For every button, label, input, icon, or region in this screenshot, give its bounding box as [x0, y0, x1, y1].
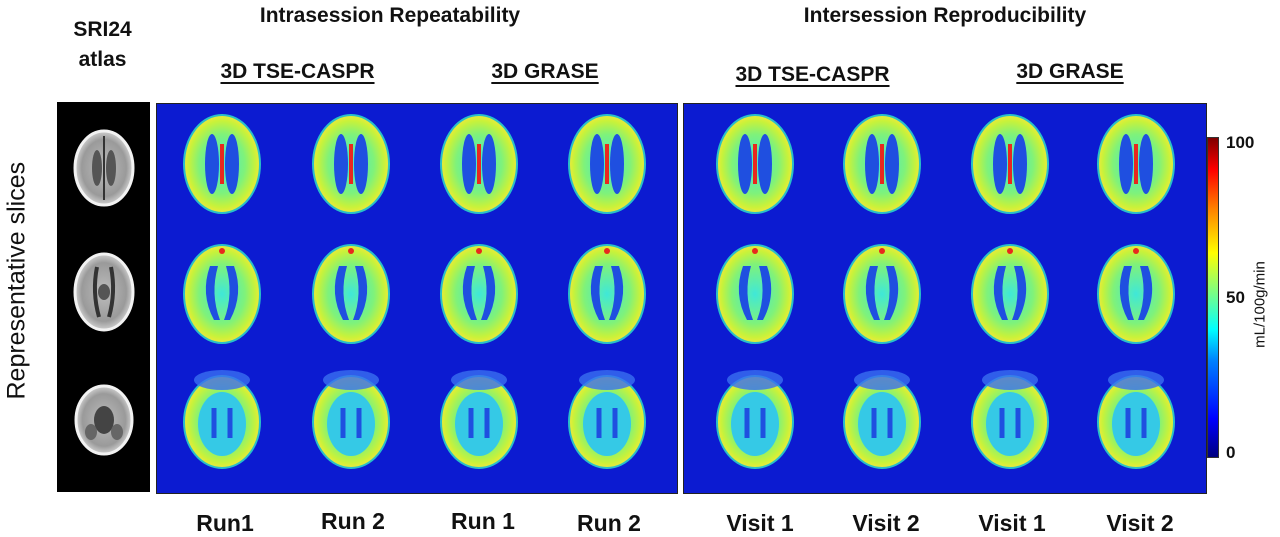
perfusion-panel-intersession	[683, 103, 1207, 494]
atlas-title-line1: SRI24	[73, 18, 132, 41]
perfusion-slice-left-r1-c3	[440, 114, 518, 214]
atlas-slice-2	[73, 252, 135, 332]
perfusion-slice-right-r1-c4	[1097, 114, 1175, 214]
perfusion-slice-right-r2-c2	[843, 244, 921, 344]
colorbar-max-label: 100	[1226, 133, 1255, 152]
perfusion-slice-left-r2-c2	[312, 244, 390, 344]
perfusion-slice-left-r2-c1	[183, 244, 261, 344]
column-label-6: Visit 2	[852, 510, 920, 536]
atlas-title-line2: atlas	[78, 48, 127, 71]
side-label: Representative slices	[2, 161, 31, 400]
column-label-5: Visit 1	[726, 510, 794, 536]
atlas-column	[57, 102, 150, 492]
method-header-2: 3D GRASE	[491, 60, 599, 83]
atlas-slice-1	[73, 129, 135, 207]
perfusion-slice-left-r2-c3	[440, 244, 518, 344]
method-header-4: 3D GRASE	[1016, 60, 1124, 83]
perfusion-slice-right-r2-c4	[1097, 244, 1175, 344]
perfusion-slice-right-r1-c3	[971, 114, 1049, 214]
perfusion-slice-left-r1-c4	[568, 114, 646, 214]
atlas-slices	[73, 129, 135, 456]
group-title-intersession: Intersession Reproducibility	[803, 4, 1087, 27]
colorbar	[1207, 137, 1219, 458]
perfusion-slice-right-r1-c1	[716, 114, 794, 214]
perfusion-slice-left-r3-c2	[312, 370, 390, 469]
perfusion-slice-left-r3-c1	[183, 370, 261, 469]
perfusion-slice-right-r2-c3	[971, 244, 1049, 344]
column-label-8: Visit 2	[1106, 510, 1174, 536]
colorbar-mid-label: 50	[1226, 288, 1245, 307]
column-label-2: Run 2	[321, 508, 385, 534]
perfusion-maps-left	[183, 114, 646, 469]
perfusion-panel-intrasession	[156, 103, 678, 494]
perfusion-slice-right-r3-c2	[843, 370, 921, 469]
perfusion-slice-right-r3-c1	[716, 370, 794, 469]
method-header-3: 3D TSE-CASPR	[735, 63, 890, 86]
perfusion-slice-left-r3-c4	[568, 370, 646, 469]
column-label-3: Run 1	[451, 508, 515, 534]
perfusion-slice-right-r1-c2	[843, 114, 921, 214]
atlas-slice-3	[74, 384, 134, 456]
perfusion-slice-left-r3-c3	[440, 370, 518, 469]
column-label-4: Run 2	[577, 510, 641, 536]
perfusion-slice-left-r2-c4	[568, 244, 646, 344]
column-label-7: Visit 1	[978, 510, 1046, 536]
perfusion-slice-left-r1-c1	[183, 114, 261, 214]
group-title-intrasession: Intrasession Repeatability	[259, 4, 521, 27]
method-header-1: 3D TSE-CASPR	[220, 60, 375, 83]
column-label-1: Run1	[196, 510, 254, 536]
colorbar-min-label: 0	[1226, 443, 1236, 462]
perfusion-maps-right	[716, 114, 1175, 469]
perfusion-slice-left-r1-c2	[312, 114, 390, 214]
perfusion-slice-right-r3-c3	[971, 370, 1049, 469]
perfusion-slice-right-r2-c1	[716, 244, 794, 344]
perfusion-slice-right-r3-c4	[1097, 370, 1175, 469]
colorbar-unit-label: mL/100g/min	[1251, 261, 1269, 348]
